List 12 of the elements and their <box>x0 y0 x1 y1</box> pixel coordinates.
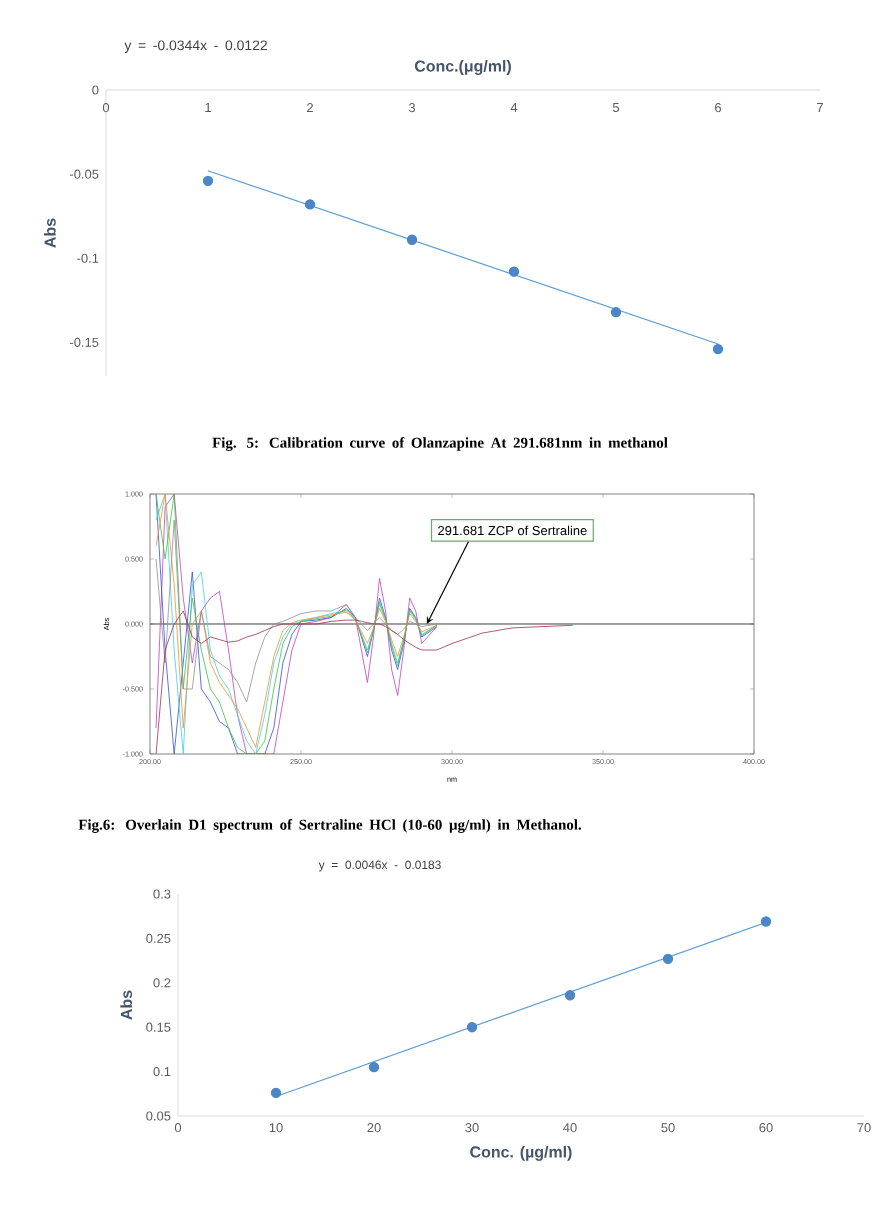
point <box>202 175 214 187</box>
point <box>662 953 674 965</box>
point <box>564 990 576 1001</box>
point <box>760 916 772 927</box>
point <box>712 343 724 355</box>
point <box>368 1061 380 1073</box>
point <box>304 199 316 210</box>
point <box>270 1087 282 1099</box>
point <box>406 234 418 245</box>
point <box>466 1022 478 1033</box>
point <box>508 266 520 277</box>
point <box>610 306 622 318</box>
